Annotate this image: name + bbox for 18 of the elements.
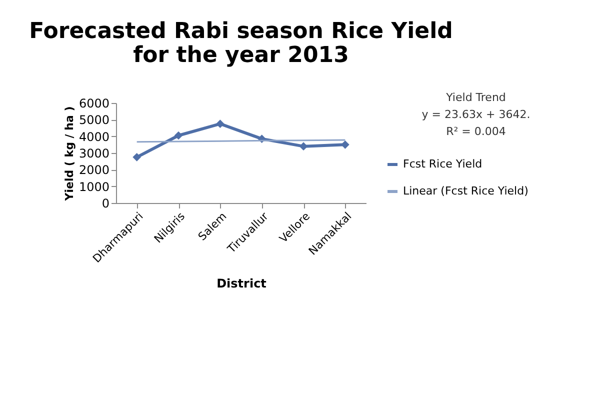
point	[174, 131, 183, 140]
chart-title: Forecasted Rabi season Rice Yield for the year 2013	[29, 19, 453, 68]
y-tick-label: 3000	[78, 146, 110, 160]
text: y = 23.63x + 3642.	[422, 108, 530, 121]
point	[132, 152, 142, 162]
y-tick-label: 1000	[78, 180, 110, 194]
x-axis-title: District	[216, 276, 267, 291]
legend-label: Fcst Rice Yield	[403, 158, 482, 170]
y-tick-label: 0	[102, 196, 110, 210]
y-tick-label: 5000	[78, 113, 110, 128]
point	[216, 120, 224, 128]
text: R² = 0.004	[446, 125, 506, 138]
y-tick-label: 4000	[78, 130, 110, 144]
y-tick-label: 2000	[78, 163, 110, 178]
y-axis-title: Yield ( kg / ha )	[62, 106, 76, 202]
legend-label: Linear (Fcst Rice Yield)	[403, 184, 528, 198]
text: Yield Trend	[445, 91, 506, 104]
y-tick-label: 6000	[78, 96, 110, 110]
